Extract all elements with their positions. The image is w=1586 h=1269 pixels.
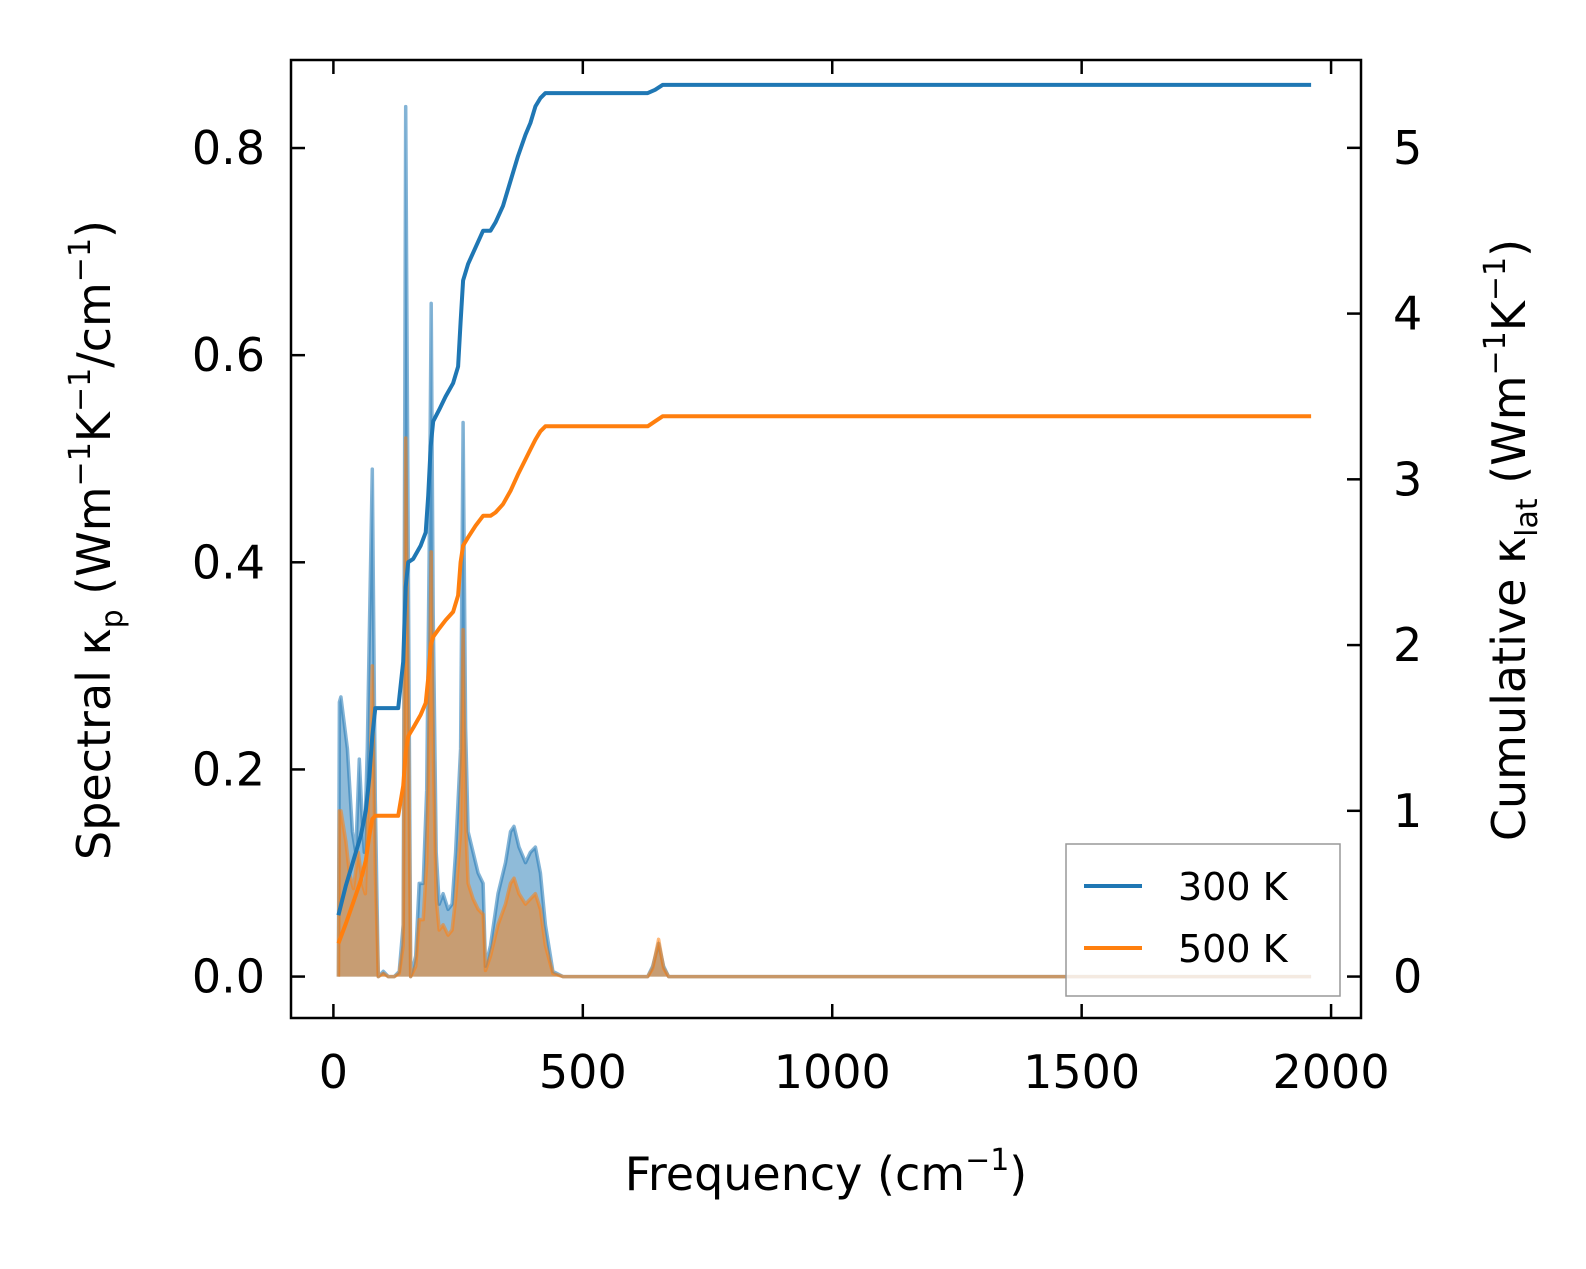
x-axis-label: Frequency (cm−1)	[625, 1143, 1028, 1201]
spectral-area-500k	[338, 438, 1312, 977]
x-tick-label-2000: 2000	[1273, 1045, 1390, 1099]
y-axis-right-label: Cumulative κlat (Wm−1K−1)	[1478, 239, 1545, 841]
legend: 300 K 500 K	[1065, 843, 1341, 997]
y-left-label-exp3: −1	[63, 238, 98, 282]
y-left-label-part4: /cm	[67, 282, 121, 368]
y-right-tick-label-4: 4	[1393, 287, 1422, 341]
x-tick-label-0: 0	[319, 1045, 348, 1099]
x-axis-label-text: Frequency (cm	[625, 1147, 965, 1201]
ticks-layer: 0 500 1000 1500 2000 0.0 0.2 0.4 0.6 0.8 0 1 2 3 4 5	[192, 60, 1422, 1099]
y-left-label-exp1: −1	[63, 442, 98, 486]
plot-frame	[289, 58, 1363, 1020]
y-right-tick-label-3: 3	[1393, 452, 1422, 506]
y-right-tick-label-1: 1	[1393, 784, 1422, 838]
y-left-label-part2: (Wm	[67, 486, 121, 609]
legend-box	[1065, 843, 1341, 997]
legend-label-500k: 500 K	[1178, 927, 1289, 971]
cumulative-line-300k	[336, 82, 1312, 916]
cumulative-line-500k	[336, 414, 1312, 945]
x-tick-label-500: 500	[539, 1045, 627, 1099]
y-left-tick-label-0.4: 0.4	[192, 535, 265, 589]
spectral-outline-300k	[336, 104, 1312, 979]
y-right-tick-label-0: 0	[1393, 950, 1422, 1004]
y-left-tick-label-0.8: 0.8	[192, 121, 265, 175]
y-right-label-sub: lat	[1510, 498, 1545, 537]
y-left-tick-label-0.2: 0.2	[192, 742, 265, 796]
y-left-label-part1: Spectral κ	[67, 628, 121, 860]
x-axis-label-close: )	[1009, 1147, 1027, 1201]
y-right-label-part3: K	[1482, 299, 1536, 331]
y-left-label-exp2: −1	[63, 368, 98, 412]
y-left-label-close: )	[67, 220, 121, 238]
y-right-tick-label-5: 5	[1393, 121, 1422, 175]
y-axis-left-label: Spectral κp (Wm−1K−1/cm−1)	[63, 220, 130, 860]
y-right-label-close: )	[1482, 239, 1536, 257]
legend-label-300k: 300 K	[1178, 865, 1289, 909]
y-right-tick-label-2: 2	[1393, 618, 1422, 672]
x-axis-label-exponent: −1	[965, 1143, 1009, 1178]
y-right-label-exp2: −1	[1478, 257, 1513, 301]
cumulative-line-layer	[336, 82, 1312, 945]
y-left-tick-label-0.6: 0.6	[192, 328, 265, 382]
y-right-label-part1: Cumulative κ	[1482, 537, 1536, 841]
y-right-label-exp1: −1	[1478, 331, 1513, 375]
x-tick-label-1500: 1500	[1023, 1045, 1140, 1099]
y-left-label-sub: p	[95, 609, 130, 628]
y-left-label-part3: K	[67, 410, 121, 442]
y-right-label-part2: (Wm	[1482, 375, 1536, 498]
x-tick-label-1000: 1000	[774, 1045, 891, 1099]
y-left-tick-label-0: 0.0	[192, 950, 265, 1004]
